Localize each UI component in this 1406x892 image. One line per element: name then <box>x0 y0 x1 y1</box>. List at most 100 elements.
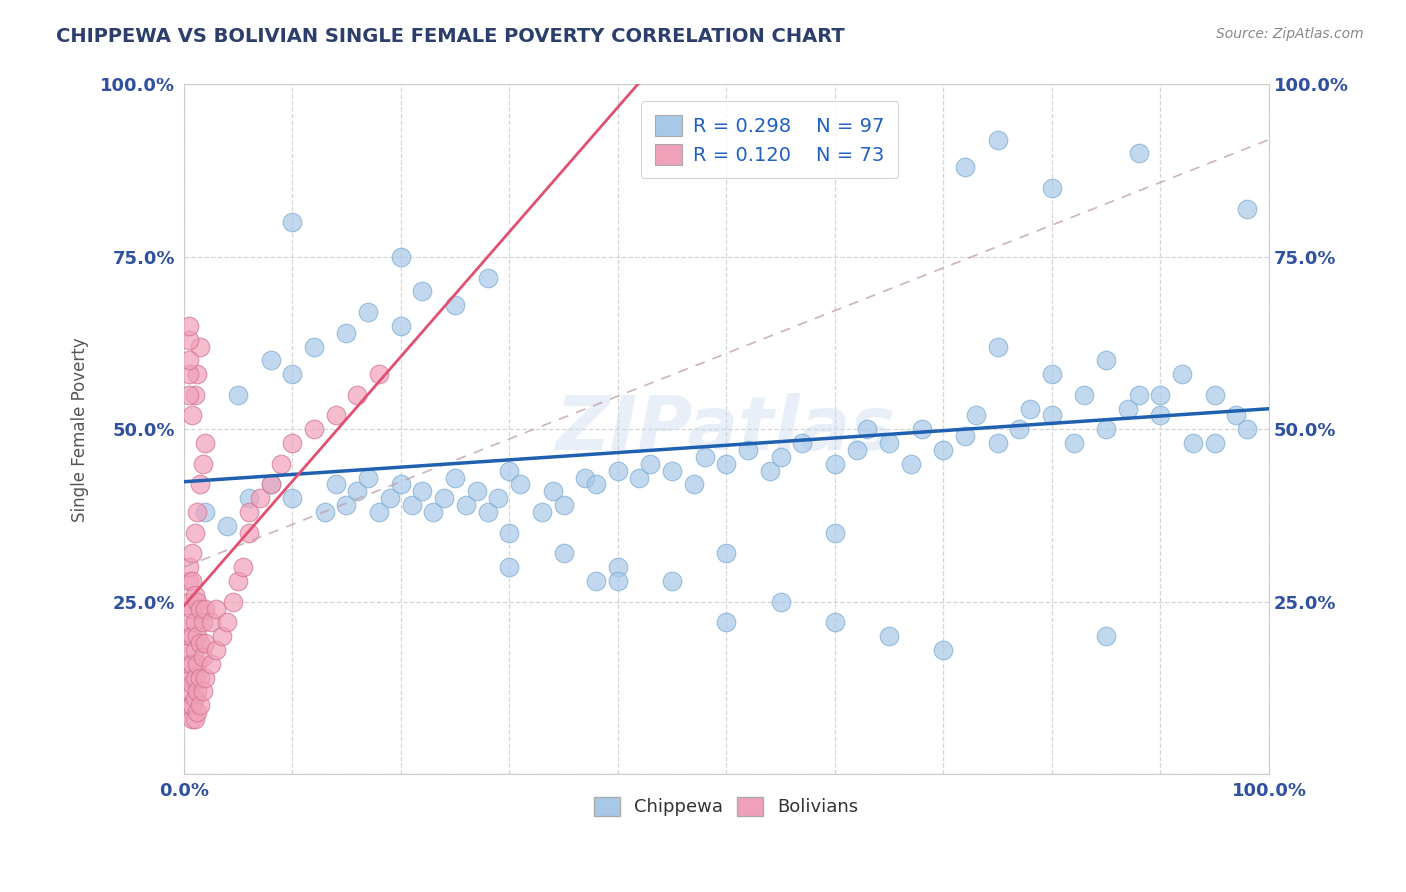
Point <box>183 388 205 402</box>
Point <box>498 560 520 574</box>
Point <box>211 629 233 643</box>
Point <box>368 367 391 381</box>
Point <box>194 601 217 615</box>
Point <box>179 698 201 713</box>
Point <box>183 691 205 706</box>
Point <box>200 615 222 630</box>
Point <box>433 491 456 506</box>
Point <box>179 353 201 368</box>
Point <box>232 560 254 574</box>
Point <box>357 470 380 484</box>
Point <box>553 498 575 512</box>
Point <box>205 601 228 615</box>
Point <box>226 574 249 588</box>
Point <box>186 705 208 719</box>
Point <box>335 498 357 512</box>
Point <box>1095 629 1118 643</box>
Point <box>585 574 607 588</box>
Point <box>217 615 239 630</box>
Point <box>186 629 208 643</box>
Point <box>186 684 208 698</box>
Point <box>987 436 1010 450</box>
Point <box>179 657 201 671</box>
Point <box>498 464 520 478</box>
Point <box>181 629 204 643</box>
Point <box>1063 436 1085 450</box>
Point <box>737 442 759 457</box>
Point <box>541 484 564 499</box>
Point <box>179 595 201 609</box>
Point <box>606 560 628 574</box>
Point <box>845 442 868 457</box>
Point <box>188 601 211 615</box>
Point <box>900 457 922 471</box>
Point <box>682 477 704 491</box>
Point <box>181 698 204 713</box>
Point <box>824 525 846 540</box>
Point <box>179 684 201 698</box>
Point <box>186 505 208 519</box>
Point <box>1128 146 1150 161</box>
Point <box>194 671 217 685</box>
Point <box>179 367 201 381</box>
Point <box>346 484 368 499</box>
Point <box>181 546 204 560</box>
Point <box>193 615 215 630</box>
Point <box>953 429 976 443</box>
Point <box>368 505 391 519</box>
Point <box>411 484 433 499</box>
Point <box>1008 422 1031 436</box>
Point <box>1225 409 1247 423</box>
Legend: Chippewa, Bolivians: Chippewa, Bolivians <box>588 790 866 823</box>
Point <box>238 491 260 506</box>
Point <box>1040 181 1063 195</box>
Point <box>357 305 380 319</box>
Point <box>477 270 499 285</box>
Point <box>217 519 239 533</box>
Point <box>193 684 215 698</box>
Point <box>824 615 846 630</box>
Point <box>389 477 412 491</box>
Point <box>389 250 412 264</box>
Point <box>221 595 243 609</box>
Point <box>183 615 205 630</box>
Point <box>401 498 423 512</box>
Point <box>181 657 204 671</box>
Point <box>824 457 846 471</box>
Point <box>259 477 281 491</box>
Point <box>238 525 260 540</box>
Point <box>1040 367 1063 381</box>
Point <box>302 422 325 436</box>
Point <box>769 450 792 464</box>
Point <box>509 477 531 491</box>
Point <box>389 318 412 333</box>
Point <box>226 388 249 402</box>
Point <box>1204 388 1226 402</box>
Text: ZIPatlas: ZIPatlas <box>557 392 896 466</box>
Point <box>987 339 1010 353</box>
Point <box>953 160 976 174</box>
Point <box>965 409 987 423</box>
Point <box>179 560 201 574</box>
Point <box>477 505 499 519</box>
Point <box>179 333 201 347</box>
Point <box>856 422 879 436</box>
Point <box>179 615 201 630</box>
Point <box>181 601 204 615</box>
Point <box>325 409 347 423</box>
Point <box>769 595 792 609</box>
Point <box>249 491 271 506</box>
Point <box>454 498 477 512</box>
Point <box>628 470 651 484</box>
Point <box>553 546 575 560</box>
Point <box>335 326 357 340</box>
Point <box>1204 436 1226 450</box>
Point <box>181 409 204 423</box>
Point <box>877 629 900 643</box>
Point <box>238 505 260 519</box>
Point <box>188 339 211 353</box>
Point <box>281 367 304 381</box>
Point <box>281 215 304 229</box>
Point <box>183 525 205 540</box>
Point <box>1149 409 1171 423</box>
